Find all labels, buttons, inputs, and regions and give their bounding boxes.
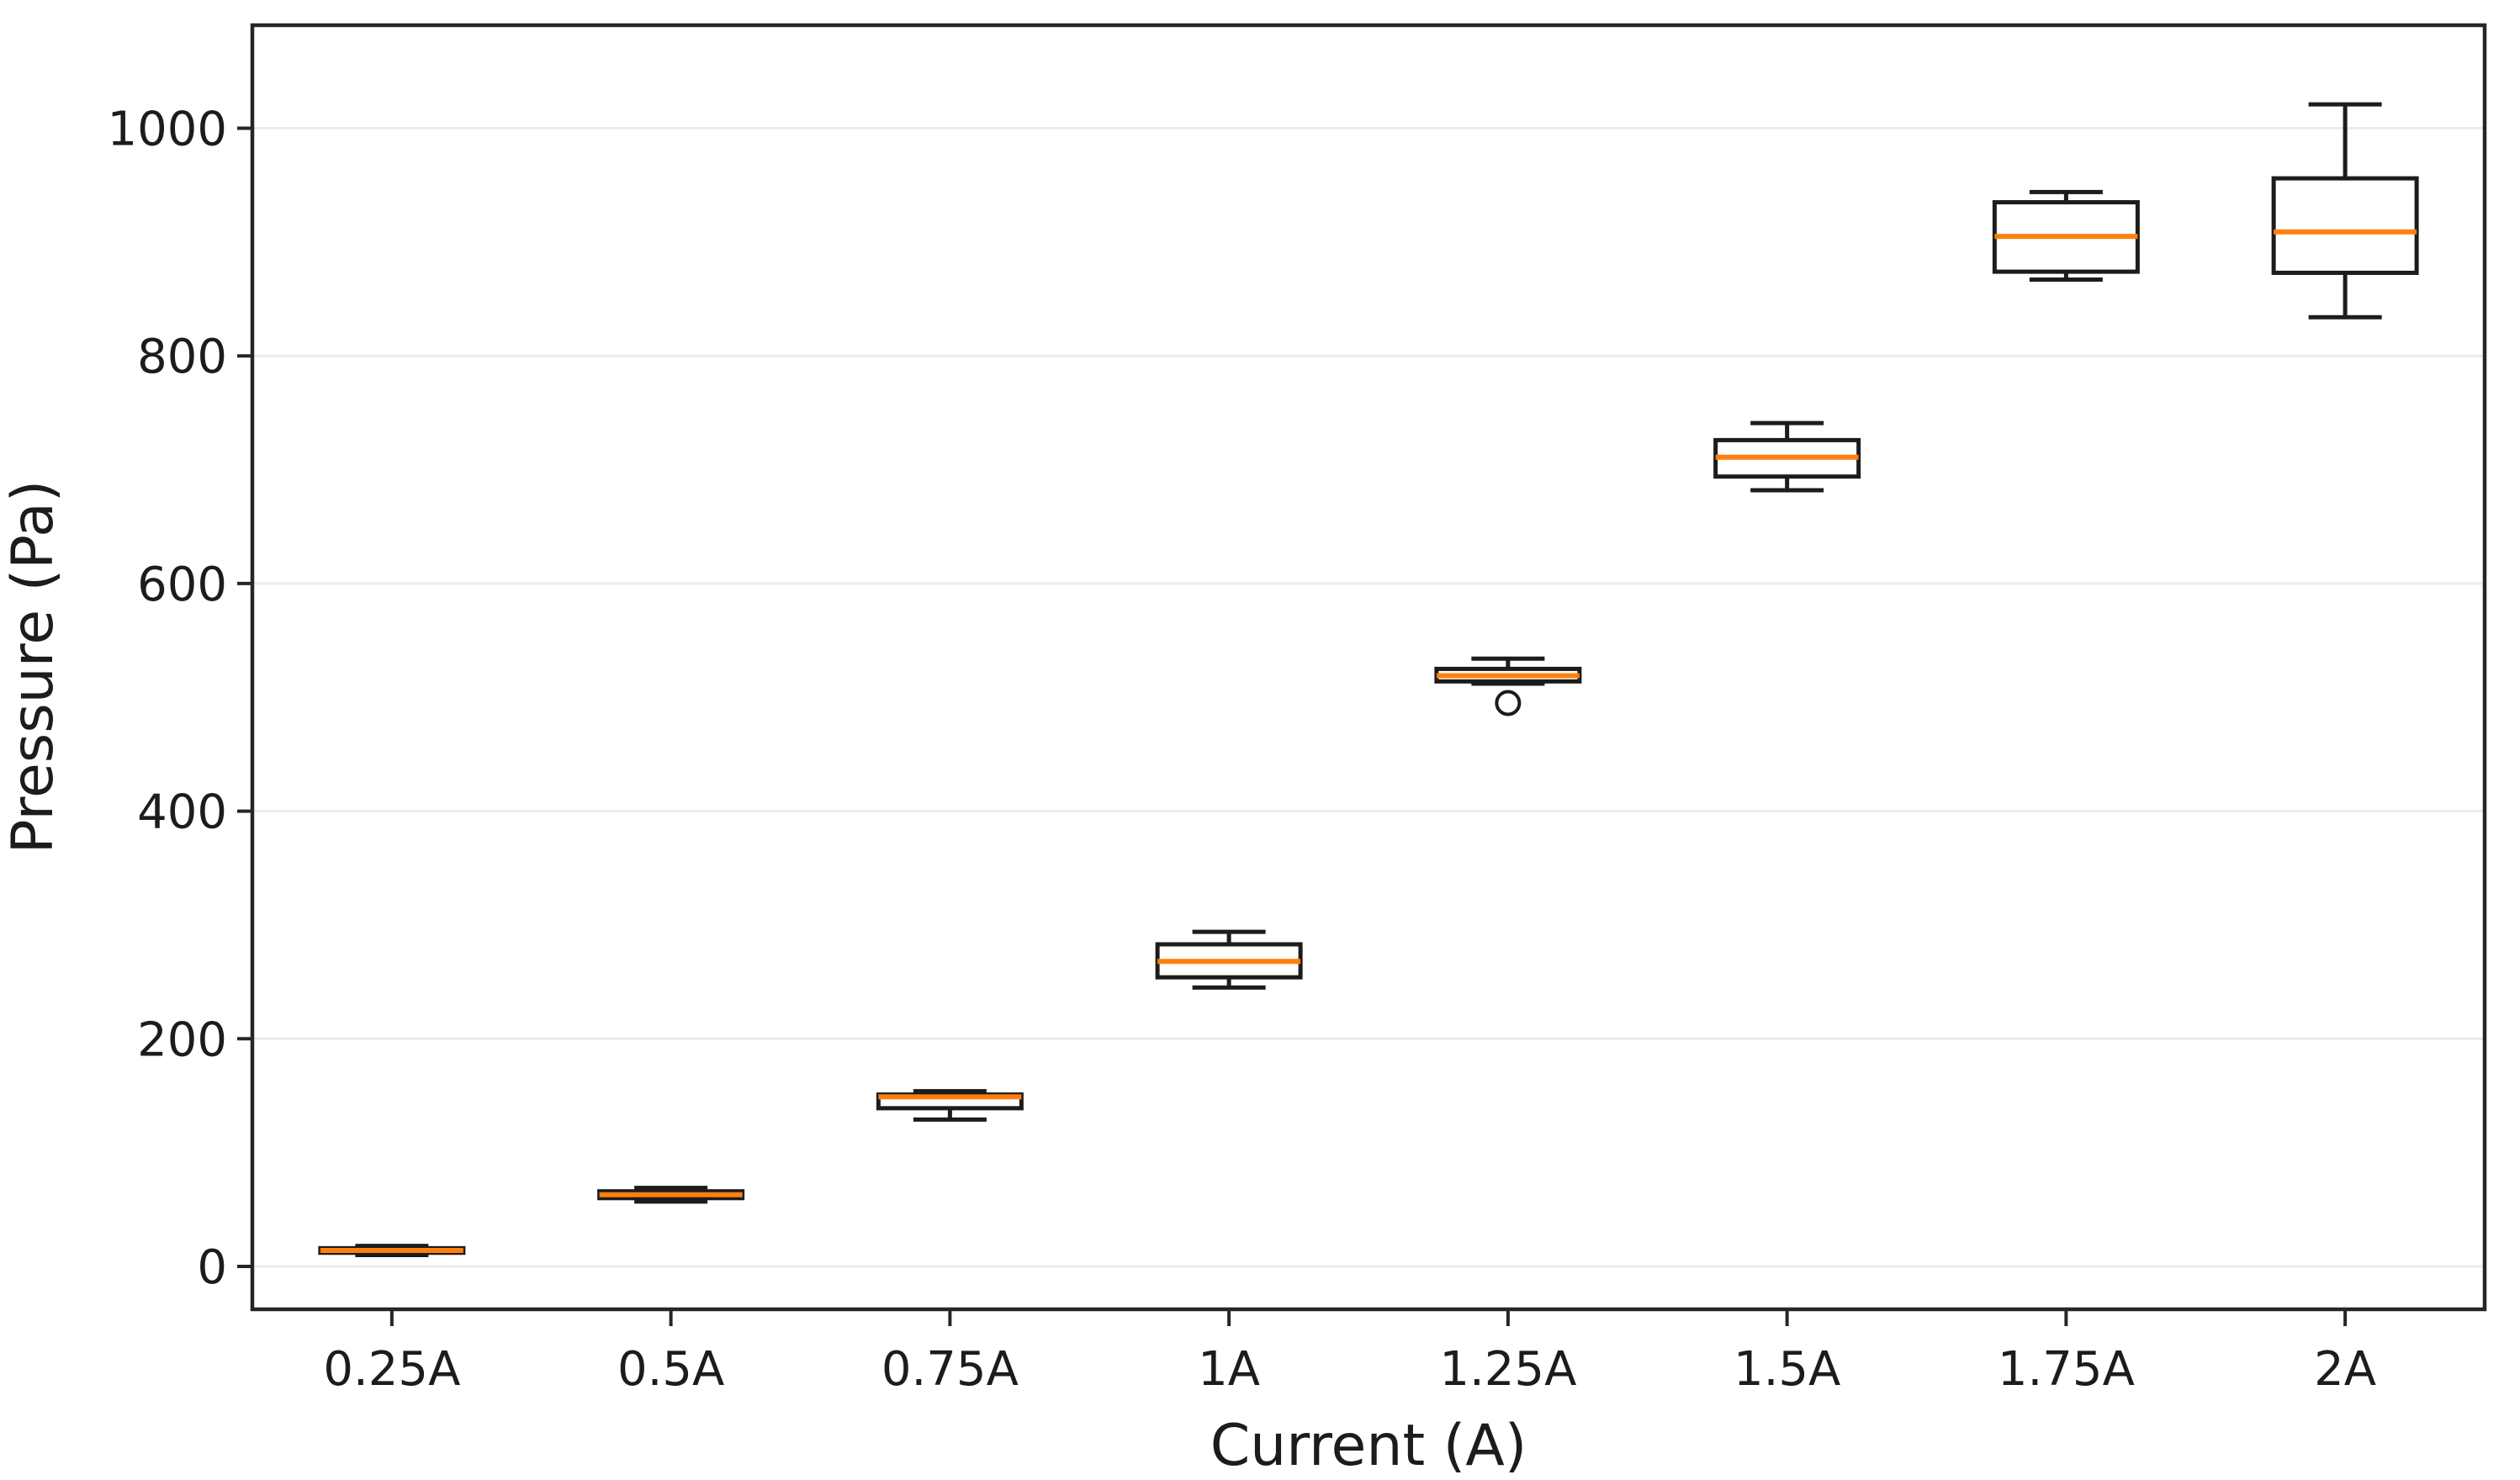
boxplot-group-0.25A	[318, 1244, 466, 1257]
x-tick-label-1.75A: 1.75A	[1998, 1342, 2135, 1397]
x-tick-label-0.25A: 0.25A	[323, 1342, 460, 1397]
outlier-point	[1495, 690, 1522, 716]
x-tick-label-0.5A: 0.5A	[617, 1342, 724, 1397]
x-axis-label: Current (A)	[1210, 1413, 1527, 1477]
y-tick-label-1000: 1000	[107, 103, 227, 157]
y-tick-label-200: 200	[137, 1012, 227, 1067]
grid-layer	[252, 127, 2485, 1268]
y-axis-label: Pressure (Pa)	[0, 480, 66, 854]
boxplot-group-0.75A	[876, 1089, 1024, 1122]
boxplot-group-1.5A	[1713, 420, 1861, 493]
boxplot-group-1A	[1155, 929, 1303, 990]
x-tick-label-1A: 1A	[1198, 1342, 1260, 1397]
boxplot-group-1.75A	[1992, 189, 2140, 283]
y-tick-label-800: 800	[137, 330, 227, 384]
axis-layer: 0 200 400 600 800 1000 0.25A 0.5A 0.75A 1A 1.25A 1.…	[107, 23, 2487, 1397]
plot-frame	[250, 23, 2487, 1312]
box-layer	[318, 102, 2419, 1257]
boxplot-group-0.5A	[597, 1186, 745, 1204]
x-tick-label-2A: 2A	[2314, 1342, 2376, 1397]
iqr-box	[2271, 176, 2419, 275]
x-tick-label-0.75A: 0.75A	[881, 1342, 1019, 1397]
x-tick-label-1.5A: 1.5A	[1734, 1342, 1840, 1397]
boxplot-group-1.25A	[1434, 656, 1582, 716]
y-tick-label-0: 0	[197, 1240, 227, 1295]
x-tick-label-1.25A: 1.25A	[1439, 1342, 1576, 1397]
boxplot-group-2A	[2271, 102, 2419, 320]
y-tick-label-600: 600	[137, 558, 227, 612]
y-tick-label-400: 400	[137, 785, 227, 840]
